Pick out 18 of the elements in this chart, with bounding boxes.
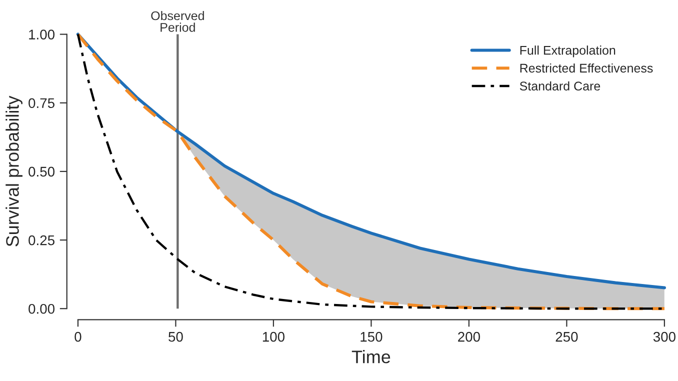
x-tick-label: 200	[458, 332, 480, 342]
x-tick-label: 150	[360, 332, 382, 342]
y-axis-title: Survival probability	[6, 96, 22, 246]
x-tick-label: 0	[74, 332, 82, 342]
ref-line-label: Observed Period	[151, 10, 204, 32]
x-axis-title: Time	[352, 350, 390, 364]
x-tick-label: 300	[653, 332, 676, 342]
x-tick-label: 50	[168, 332, 183, 342]
x-tick-label: 250	[556, 332, 578, 342]
legend-label: Restricted Effectiveness	[520, 63, 653, 73]
y-tick-label: 0.25	[28, 235, 54, 246]
x-tick-label: 100	[262, 332, 285, 342]
y-tick-label: 0.75	[28, 98, 54, 108]
y-tick-label: 0.50	[28, 166, 55, 177]
legend-label: Full Extrapolation	[520, 46, 616, 58]
legend-label: Standard Care	[520, 81, 600, 91]
y-tick-label: 1.00	[29, 30, 55, 40]
y-tick-label: 0.00	[28, 304, 55, 314]
